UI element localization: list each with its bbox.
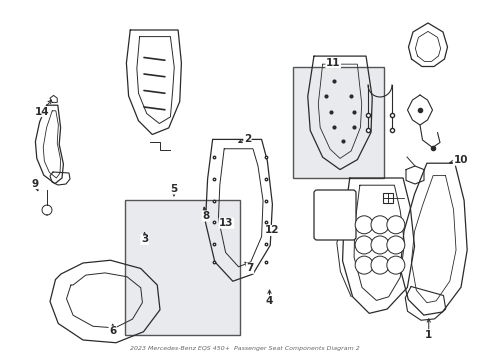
- Text: 5: 5: [171, 184, 177, 194]
- Circle shape: [371, 236, 389, 254]
- Bar: [125, 200, 240, 335]
- Circle shape: [387, 256, 405, 274]
- Circle shape: [355, 236, 373, 254]
- Circle shape: [387, 216, 405, 234]
- Text: 9: 9: [32, 179, 39, 189]
- FancyBboxPatch shape: [314, 190, 356, 240]
- Text: 10: 10: [453, 155, 468, 165]
- Text: 13: 13: [219, 218, 234, 228]
- Text: 12: 12: [265, 225, 279, 235]
- Text: 2023 Mercedes-Benz EQS 450+  Passenger Seat Components Diagram 2: 2023 Mercedes-Benz EQS 450+ Passenger Se…: [130, 346, 360, 351]
- Circle shape: [371, 256, 389, 274]
- Text: 6: 6: [109, 326, 116, 336]
- Text: 3: 3: [141, 234, 148, 244]
- Text: 1: 1: [425, 330, 432, 340]
- Text: 8: 8: [202, 211, 209, 221]
- Text: 2: 2: [244, 134, 251, 144]
- Text: 14: 14: [34, 107, 49, 117]
- Text: 11: 11: [326, 58, 341, 68]
- Bar: [293, 67, 384, 178]
- Circle shape: [387, 236, 405, 254]
- Circle shape: [371, 216, 389, 234]
- Text: 4: 4: [266, 296, 273, 306]
- Text: 7: 7: [246, 263, 254, 273]
- Circle shape: [355, 216, 373, 234]
- Circle shape: [355, 256, 373, 274]
